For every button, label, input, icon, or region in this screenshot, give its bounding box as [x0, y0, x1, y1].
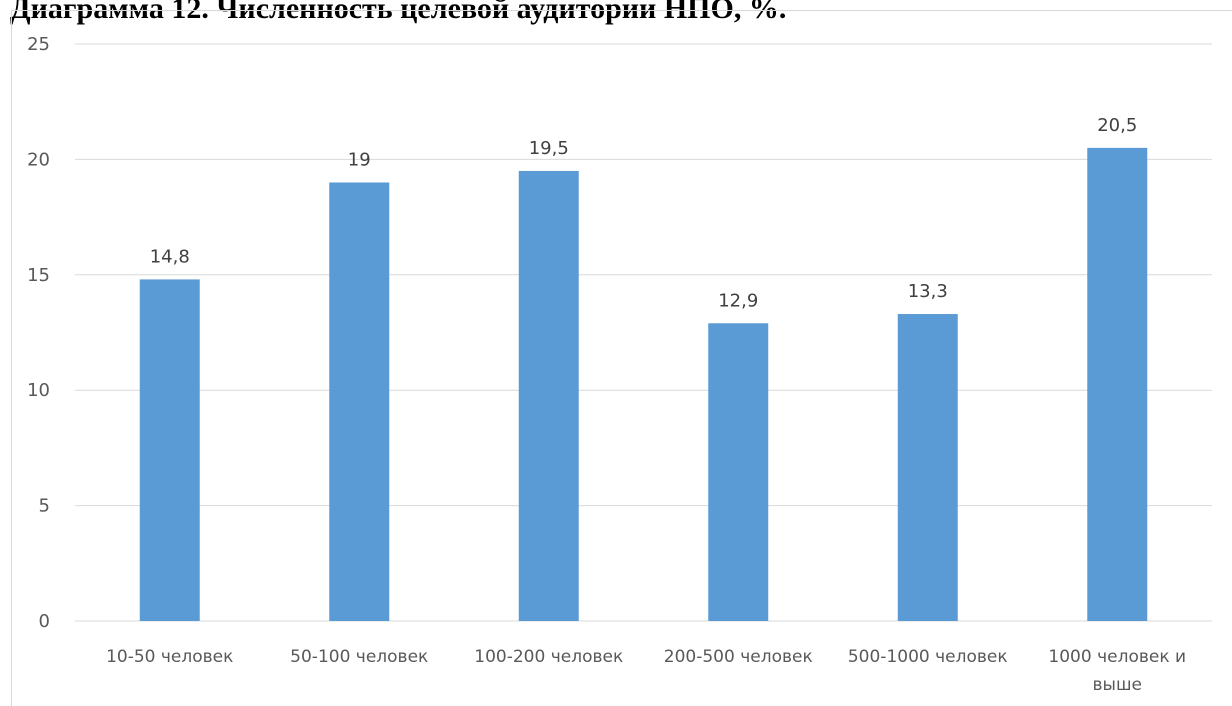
- x-tick-label: 200-500 человек: [664, 647, 813, 667]
- y-axis-ticks: 0 5 10 15 20 25: [27, 34, 50, 632]
- y-tick-label: 0: [39, 611, 50, 632]
- bar: [1087, 147, 1148, 622]
- y-tick-label: 5: [39, 496, 50, 517]
- chart-title: Диаграмма 12. Численность целевой аудито…: [10, 0, 787, 25]
- bar: [518, 170, 579, 621]
- x-axis-ticks: 10-50 человек 50-100 человек 100-200 челов…: [106, 647, 1186, 695]
- x-tick-label: 50-100 человек: [290, 647, 428, 667]
- data-labels: 14,8 19 19,5 12,9 13,3 20,5: [150, 115, 1138, 311]
- bar: [139, 279, 200, 621]
- x-tick-label: выше: [1093, 675, 1142, 695]
- bars: [139, 147, 1148, 622]
- x-tick-label: 100-200 человек: [474, 647, 623, 667]
- y-tick-label: 10: [27, 380, 50, 401]
- x-tick-label: 1000 человек и: [1048, 647, 1186, 667]
- gridlines: [75, 43, 1212, 622]
- y-tick-label: 20: [27, 149, 50, 170]
- data-label: 14,8: [150, 246, 190, 267]
- bar: [708, 323, 769, 621]
- data-label: 13,3: [908, 281, 948, 302]
- chart-frame-left: [11, 10, 12, 706]
- chart-frame-top: [11, 10, 1232, 11]
- x-tick-label: 10-50 человек: [106, 647, 233, 667]
- y-tick-label: 25: [27, 34, 50, 55]
- data-label: 19: [348, 149, 371, 170]
- bar: [329, 182, 390, 622]
- data-label: 12,9: [718, 290, 758, 311]
- data-label: 20,5: [1097, 115, 1137, 136]
- y-tick-label: 15: [27, 265, 50, 286]
- data-label: 19,5: [529, 138, 569, 159]
- bar: [897, 314, 958, 621]
- x-tick-label: 500-1000 человек: [848, 647, 1008, 667]
